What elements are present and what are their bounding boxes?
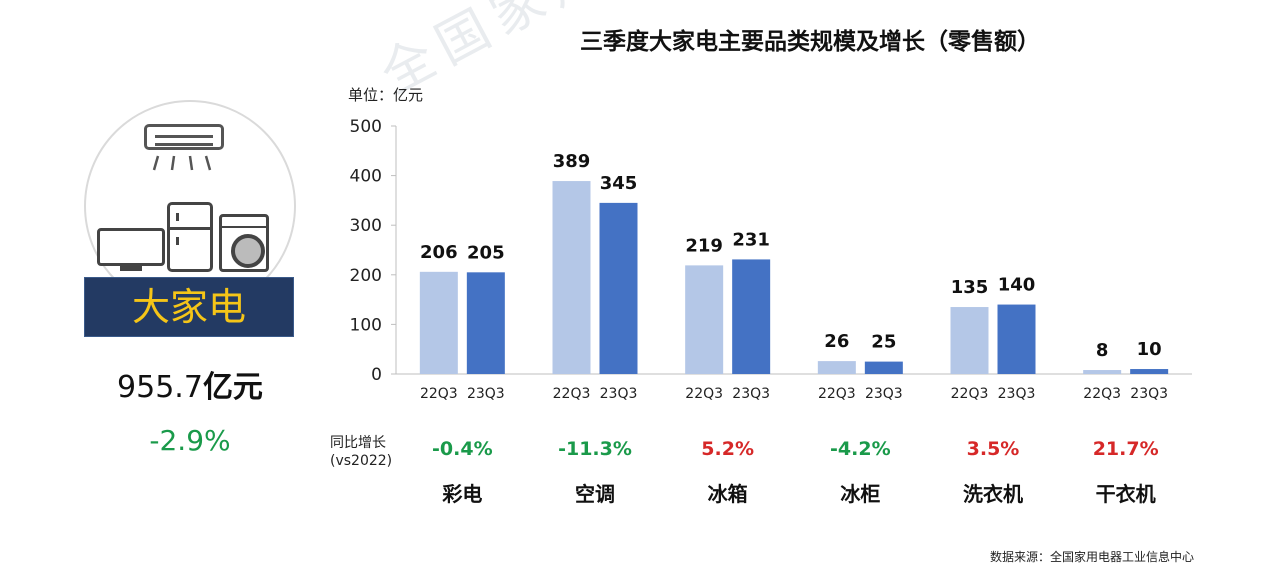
x-tick-label: 23Q3 (600, 386, 638, 402)
yoy-value: 21.7% (1092, 438, 1159, 460)
yoy-label-line2: (vs2022) (330, 453, 393, 469)
air-conditioner-icon (144, 124, 224, 150)
tv-stand-icon (120, 266, 142, 271)
chart-title: 三季度大家电主要品类规模及增长（零售额） (580, 29, 1040, 55)
yoy-label: 同比增长 (vs2022) (330, 434, 392, 470)
category-label: 空调 (575, 482, 615, 506)
unit-label: 单位：亿元 (348, 86, 424, 104)
bar-22Q3 (685, 265, 724, 374)
yoy-value: -4.2% (830, 438, 891, 460)
category-label: 彩电 (442, 482, 483, 506)
y-tick-label: 200 (350, 266, 382, 286)
bar-23Q3 (599, 202, 638, 374)
bar-23Q3 (1130, 369, 1169, 374)
bar-23Q3 (732, 259, 771, 374)
x-tick-label: 23Q3 (732, 386, 770, 402)
x-tick-label: 22Q3 (951, 386, 989, 402)
x-tick-label: 22Q3 (818, 386, 856, 402)
data-label: 26 (824, 331, 849, 352)
total-value: 955.7 (117, 370, 203, 405)
data-label: 25 (871, 332, 896, 353)
category-label: 冰柜 (840, 482, 881, 506)
watermark: 全国家用电器工业信息中心 (330, 0, 1057, 126)
data-label: 219 (685, 235, 723, 256)
yoy-value: -0.4% (432, 438, 493, 460)
category-banner: 大家电 (84, 277, 294, 337)
data-label: 10 (1137, 339, 1162, 360)
x-tick-label: 22Q3 (420, 386, 458, 402)
y-tick-label: 500 (350, 117, 382, 137)
x-tick-label: 23Q3 (1130, 386, 1168, 402)
washing-machine-icon (219, 214, 269, 272)
category-label: 冰箱 (707, 482, 748, 506)
data-label: 231 (732, 229, 770, 250)
bar-22Q3 (419, 271, 458, 374)
category-label: 洗衣机 (963, 482, 1023, 506)
data-label: 135 (951, 277, 989, 298)
x-tick-label: 22Q3 (553, 386, 591, 402)
data-label: 140 (998, 275, 1036, 296)
x-tick-label: 23Q3 (998, 386, 1036, 402)
y-tick-label: 100 (350, 315, 382, 335)
y-tick-label: 0 (371, 365, 382, 385)
bar-22Q3 (1083, 370, 1122, 374)
data-source: 数据来源：全国家用电器工业信息中心 (990, 550, 1195, 564)
bar-23Q3 (864, 361, 903, 374)
data-label: 345 (600, 173, 638, 194)
tv-icon (97, 228, 165, 266)
airflow-icon (152, 155, 212, 171)
bar-22Q3 (950, 307, 989, 374)
data-label: 205 (467, 242, 505, 263)
yoy-value: 5.2% (701, 438, 754, 460)
bar-22Q3 (552, 181, 591, 374)
appliance-card: 大家电 (84, 100, 296, 340)
data-label: 389 (553, 151, 591, 172)
data-label: 8 (1096, 340, 1109, 361)
total-unit: 亿元 (202, 370, 263, 405)
fridge-icon (167, 202, 213, 272)
bar-22Q3 (817, 361, 856, 374)
x-tick-label: 23Q3 (467, 386, 505, 402)
yoy-label-line1: 同比增长 (330, 435, 386, 451)
category-label: 干衣机 (1095, 482, 1156, 506)
bar-chart: 0 100 200 300 400 500 206 22Q3 205 23Q3 389 22Q3 345… (350, 117, 1192, 402)
yoy-value: -11.3% (558, 438, 632, 460)
y-tick-label: 300 (350, 216, 382, 236)
total-sales: 955.7亿元 (84, 362, 296, 406)
x-tick-label: 22Q3 (685, 386, 723, 402)
y-tick-label: 400 (350, 167, 382, 187)
bar-23Q3 (997, 304, 1036, 374)
x-tick-label: 23Q3 (865, 386, 903, 402)
data-label: 206 (420, 242, 458, 263)
total-change: -2.9% (149, 424, 231, 457)
bar-23Q3 (466, 272, 505, 374)
x-tick-label: 22Q3 (1083, 386, 1121, 402)
yoy-value: 3.5% (966, 438, 1020, 460)
